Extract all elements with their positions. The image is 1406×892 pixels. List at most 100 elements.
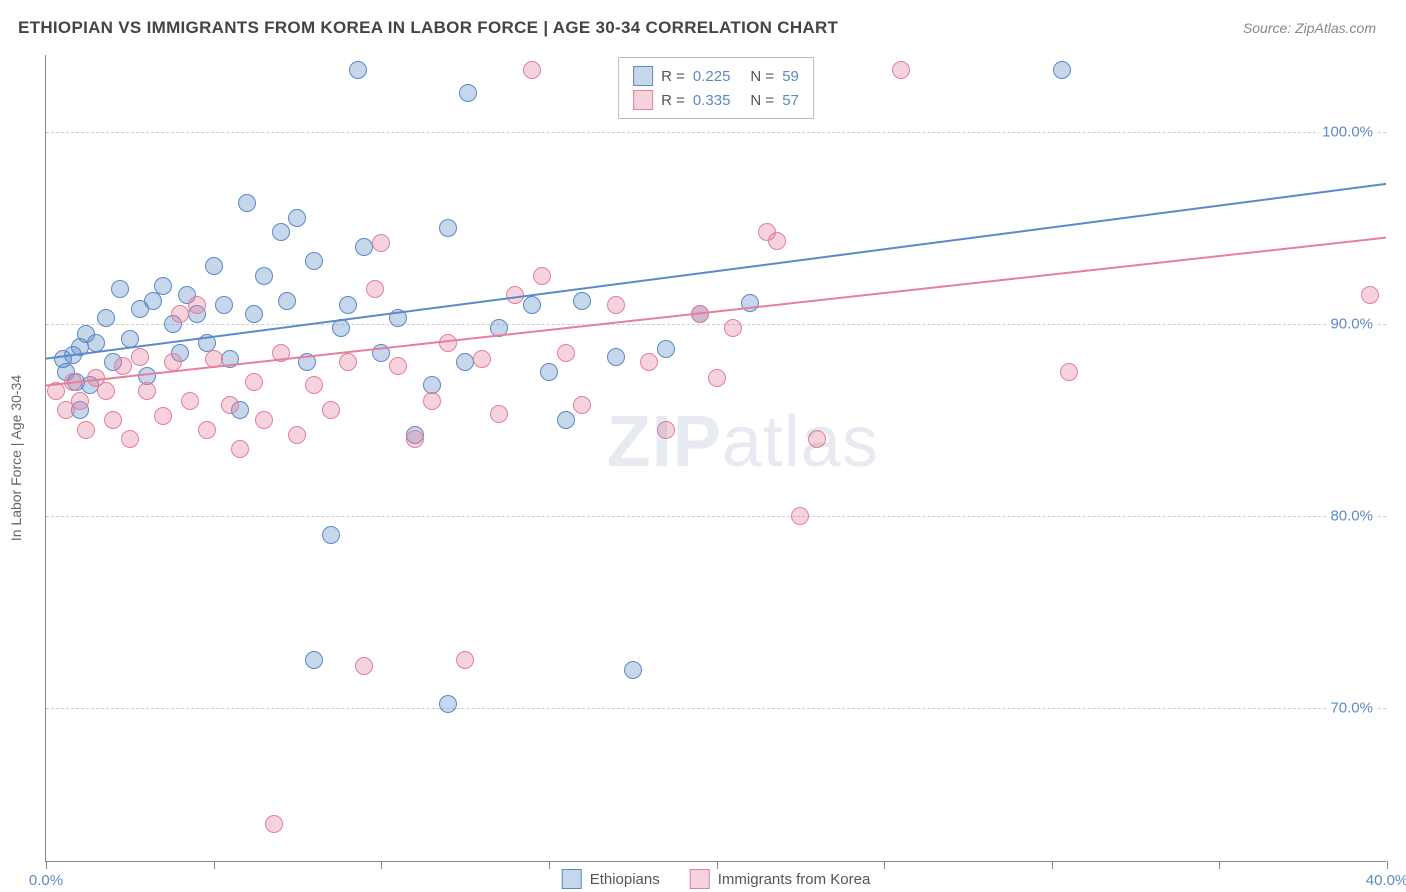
data-point (221, 396, 239, 414)
data-point (231, 440, 249, 458)
chart-header: ETHIOPIAN VS IMMIGRANTS FROM KOREA IN LA… (0, 0, 1406, 50)
data-point (171, 305, 189, 323)
data-point (221, 350, 239, 368)
data-point (339, 353, 357, 371)
data-point (389, 309, 407, 327)
data-point (533, 267, 551, 285)
data-point (808, 430, 826, 448)
data-point (768, 232, 786, 250)
data-point (459, 84, 477, 102)
data-point (473, 350, 491, 368)
data-point (1361, 286, 1379, 304)
y-tick-label: 70.0% (1327, 699, 1376, 718)
data-point (198, 421, 216, 439)
data-point (288, 209, 306, 227)
legend-n-value: 57 (782, 92, 799, 109)
gridline (46, 708, 1386, 709)
data-point (439, 219, 457, 237)
data-point (272, 344, 290, 362)
x-tick (1219, 861, 1220, 869)
data-point (138, 382, 156, 400)
data-point (322, 526, 340, 544)
data-point (154, 277, 172, 295)
data-point (523, 296, 541, 314)
data-point (265, 815, 283, 833)
legend-n-value: 59 (782, 68, 799, 85)
data-point (111, 280, 129, 298)
data-point (71, 392, 89, 410)
data-point (657, 340, 675, 358)
data-point (573, 292, 591, 310)
x-tick (381, 861, 382, 869)
legend-swatch (562, 869, 582, 889)
legend-item: Immigrants from Korea (690, 869, 871, 889)
data-point (322, 401, 340, 419)
legend-swatch (633, 90, 653, 110)
data-point (298, 353, 316, 371)
trend-lines (46, 55, 1386, 861)
data-point (366, 280, 384, 298)
data-point (97, 309, 115, 327)
data-point (255, 267, 273, 285)
data-point (144, 292, 162, 310)
data-point (188, 296, 206, 314)
data-point (456, 353, 474, 371)
data-point (1053, 61, 1071, 79)
x-tick (214, 861, 215, 869)
scatter-chart: In Labor Force | Age 30-34 70.0%80.0%90.… (45, 55, 1386, 862)
data-point (97, 382, 115, 400)
y-axis-label: In Labor Force | Age 30-34 (8, 375, 24, 541)
data-point (181, 392, 199, 410)
data-point (372, 234, 390, 252)
data-point (305, 376, 323, 394)
data-point (215, 296, 233, 314)
legend-n-label: N = (750, 68, 774, 85)
data-point (355, 238, 373, 256)
data-point (624, 661, 642, 679)
legend-series: Ethiopians Immigrants from Korea (562, 869, 871, 889)
legend-item: Ethiopians (562, 869, 660, 889)
gridline (46, 324, 1386, 325)
legend-stats: R = 0.225 N = 59 R =0.335N =57 (618, 57, 814, 119)
legend-swatch (633, 66, 653, 86)
legend-r-label: R = (661, 92, 685, 109)
data-point (506, 286, 524, 304)
y-tick-label: 80.0% (1327, 507, 1376, 526)
legend-label: Immigrants from Korea (718, 871, 871, 888)
data-point (691, 305, 709, 323)
data-point (406, 430, 424, 448)
chart-title: ETHIOPIAN VS IMMIGRANTS FROM KOREA IN LA… (18, 18, 838, 38)
data-point (557, 344, 575, 362)
legend-swatch (690, 869, 710, 889)
data-point (439, 695, 457, 713)
data-point (557, 411, 575, 429)
legend-stats-row: R =0.335N =57 (633, 88, 799, 112)
legend-r-value: 0.225 (693, 68, 731, 85)
data-point (64, 373, 82, 391)
legend-stats-row: R =0.225N =59 (633, 64, 799, 88)
data-point (205, 350, 223, 368)
data-point (372, 344, 390, 362)
data-point (349, 61, 367, 79)
x-tick-label: 40.0% (1366, 872, 1406, 889)
data-point (104, 411, 122, 429)
data-point (114, 357, 132, 375)
data-point (573, 396, 591, 414)
data-point (708, 369, 726, 387)
data-point (607, 348, 625, 366)
data-point (724, 319, 742, 337)
x-tick (884, 861, 885, 869)
data-point (540, 363, 558, 381)
data-point (640, 353, 658, 371)
gridline (46, 516, 1386, 517)
x-tick-label: 0.0% (29, 872, 63, 889)
data-point (892, 61, 910, 79)
data-point (272, 223, 290, 241)
y-tick-label: 100.0% (1319, 122, 1376, 141)
data-point (205, 257, 223, 275)
data-point (791, 507, 809, 525)
data-point (456, 651, 474, 669)
data-point (490, 319, 508, 337)
data-point (607, 296, 625, 314)
data-point (238, 194, 256, 212)
